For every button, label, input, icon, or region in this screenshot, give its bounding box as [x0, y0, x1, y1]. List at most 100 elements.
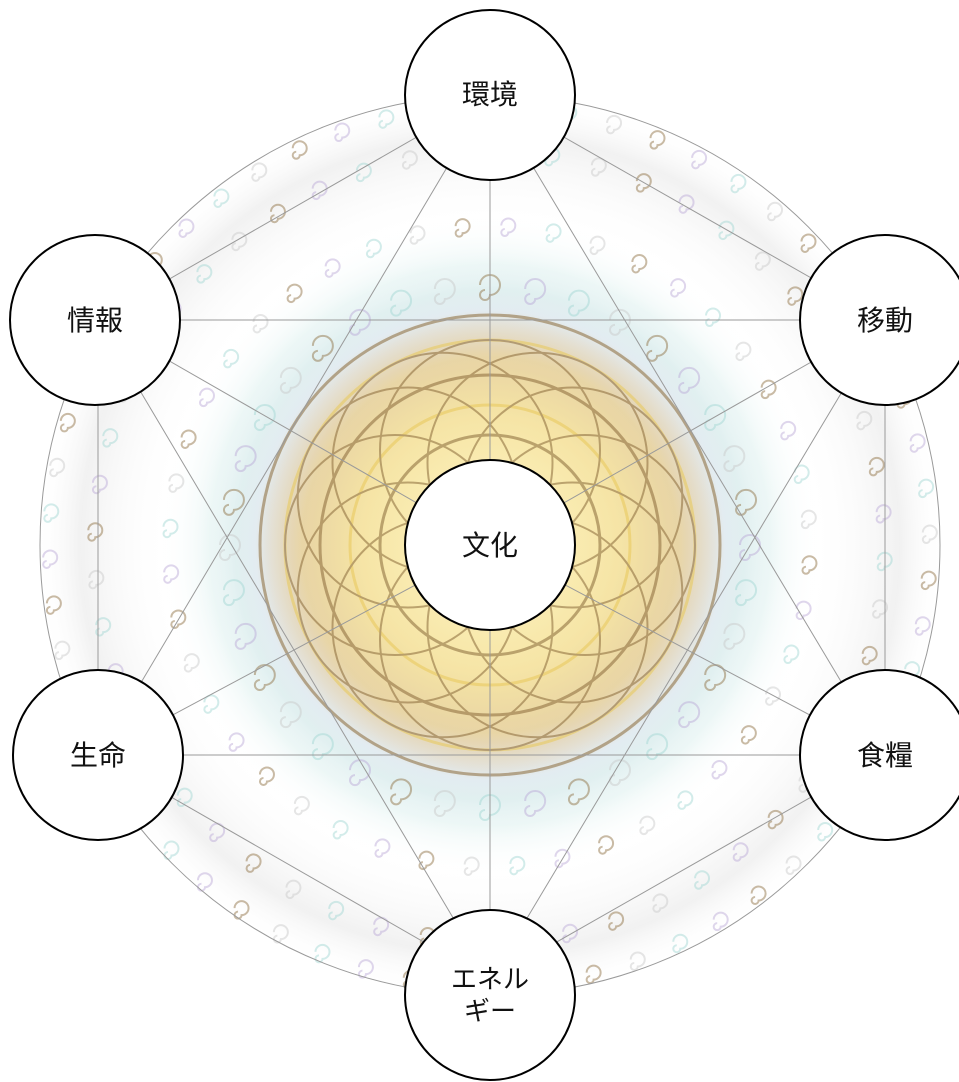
mandala-swirl	[258, 766, 275, 786]
mandala-swirl	[765, 686, 781, 706]
mandala-swirl	[311, 334, 334, 362]
mandala-swirl	[545, 223, 562, 243]
triangle-up	[97, 94, 886, 756]
mandala-swirl	[433, 277, 456, 305]
mandala-swirl	[54, 640, 71, 661]
mandala-swirl	[373, 916, 390, 937]
mandala-swirl	[365, 238, 382, 259]
mandala-swirl	[87, 522, 104, 542]
mandala-swirl	[479, 794, 501, 821]
mandala-swirl	[914, 616, 931, 636]
mandala-swirl	[279, 701, 302, 729]
mandala-swirl	[234, 445, 257, 473]
mandala-swirl	[234, 622, 257, 650]
mandala-swirl	[868, 456, 885, 477]
mandala-swirl	[609, 759, 631, 787]
mandala-swirl	[631, 254, 648, 274]
mandala-swirl	[795, 600, 812, 621]
node-lower-left-label: 生命	[70, 739, 126, 772]
mandala-swirl	[801, 555, 818, 575]
mandala-swirl	[349, 759, 371, 787]
mandala-swirl	[678, 366, 701, 394]
mandala-swirl	[635, 173, 652, 193]
mandala-swirl	[875, 504, 892, 524]
mandala-swirl	[920, 570, 937, 591]
mandala-swirl	[718, 220, 735, 241]
mandala-swirl	[723, 445, 746, 473]
node-bottom: エネル ギー	[404, 909, 576, 1081]
mandala-swirl	[222, 579, 245, 607]
mandala-swirl	[390, 289, 413, 317]
mandala-swirl	[357, 959, 374, 979]
mandala-swirl	[678, 194, 695, 214]
mandala-swirl	[293, 795, 310, 816]
mandala-swirl	[334, 122, 351, 143]
node-top: 環境	[404, 9, 576, 181]
mandala-swirl	[332, 820, 349, 840]
mandala-swirl	[228, 732, 245, 752]
mandala-swirl	[712, 911, 729, 932]
mandala-swirl	[286, 283, 303, 304]
mandala-swirl	[750, 885, 767, 905]
mandala-swirl	[705, 307, 722, 327]
mandala-swirl	[524, 277, 547, 305]
mandala-swirl	[524, 790, 547, 818]
mandala-swirl	[918, 478, 935, 499]
mandala-swirl	[409, 225, 426, 245]
mandala-swirl	[691, 149, 708, 170]
mandala-swirl	[793, 464, 810, 485]
mandala-swirl	[730, 173, 747, 194]
mandala-swirl	[598, 835, 615, 855]
mandala-swirl	[222, 488, 245, 516]
node-bottom-label-line2: ギー	[464, 997, 516, 1027]
mandala-swirl	[704, 404, 727, 431]
mandala-swirl	[42, 549, 59, 569]
mandala-swirl	[245, 853, 262, 873]
mandala-swirl	[649, 130, 666, 150]
mandala-swirl	[251, 162, 268, 182]
mandala-swirl	[196, 264, 213, 284]
mandala-swirl	[183, 653, 200, 673]
mandala-swirl	[740, 725, 757, 745]
mandala-swirl	[876, 551, 893, 572]
mandala-swirl	[670, 278, 687, 298]
mandala-swirl	[767, 201, 784, 222]
mandala-swirl	[735, 579, 758, 607]
mandala-swirl	[780, 420, 797, 441]
mandala-swirl	[567, 778, 590, 806]
mandala-swirl	[209, 822, 226, 843]
mandala-swirl	[454, 218, 471, 238]
mandala-swirl	[279, 366, 302, 394]
mandala-swirl	[43, 503, 60, 523]
mandala-swirl	[554, 848, 571, 869]
mandala-swirl	[783, 644, 800, 665]
mandala-swirl	[723, 622, 746, 650]
mandala-swirl	[921, 524, 938, 545]
mandala-swirl	[378, 109, 395, 129]
mandala-swirl	[909, 433, 926, 453]
mandala-swirl	[500, 217, 517, 237]
mandala-swirl	[652, 893, 669, 913]
mandala-swirl	[760, 379, 777, 400]
mandala-swirl	[180, 429, 197, 449]
mandala-swirl	[269, 203, 286, 224]
mandala-swirl	[324, 258, 341, 278]
mandala-swirl	[608, 911, 625, 931]
mandala-swirl	[253, 664, 276, 691]
mandala-swirl	[672, 933, 689, 954]
node-upper-left: 情報	[9, 234, 181, 406]
mandala-swirl	[861, 645, 878, 666]
node-upper-right-label: 移動	[857, 304, 913, 337]
node-bottom-label-line1: エネル	[451, 965, 529, 995]
mandala-swirl	[95, 617, 112, 637]
mandala-swirl	[678, 701, 701, 729]
mandala-swirl	[767, 809, 784, 830]
mandala-swirl	[711, 760, 728, 780]
mandala-swirl	[590, 157, 607, 177]
mandala-swirl	[311, 180, 328, 201]
mandala-swirl	[178, 218, 195, 238]
mandala-swirl	[694, 870, 711, 890]
node-upper-left-label: 情報	[67, 304, 123, 337]
mandala-swirl	[585, 964, 602, 985]
mandala-swirl	[219, 534, 241, 561]
